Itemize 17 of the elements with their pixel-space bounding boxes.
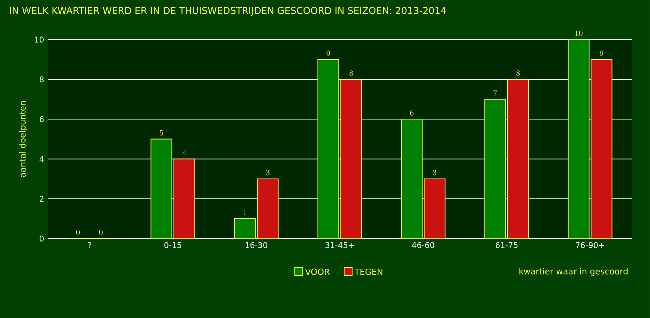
y-axis-title: aantal doelpunten [19,101,28,178]
legend-label: TEGEN [354,268,383,276]
x-axis-title: kwartier waar in gescoord [520,268,628,276]
bar [257,178,279,239]
bar [174,158,196,239]
bar [568,40,590,239]
bar [507,78,530,239]
bar [318,59,340,239]
chart-title: IN WELK KWARTIER WERD ER IN DE THUISWEDSTRIJDEN GESCOORD IN SEIZOEN: 2013-2014 [10,6,446,16]
bar [150,138,173,239]
legend-label: VOOR [305,268,330,276]
bar [234,218,256,239]
bar [340,78,362,239]
bar [401,118,423,239]
bar [424,178,446,239]
bar [484,98,506,239]
bar [590,59,613,239]
